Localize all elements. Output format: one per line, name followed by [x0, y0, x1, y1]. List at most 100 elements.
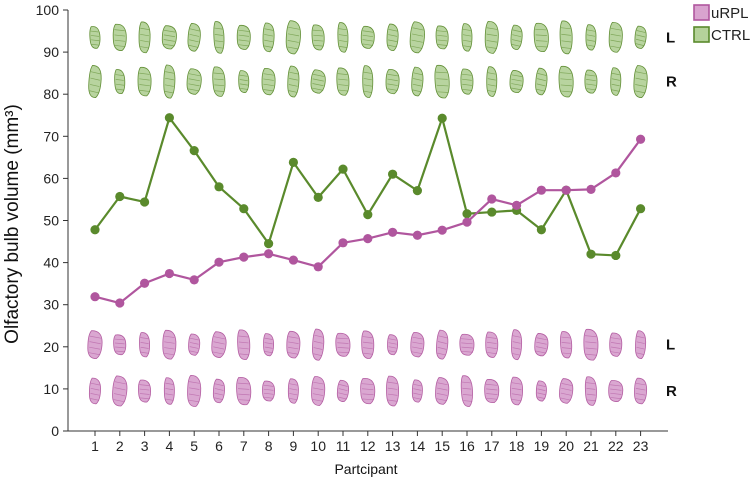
bulb-contour: [437, 346, 447, 350]
bulb-shape: [409, 21, 425, 54]
bulb-contour: [312, 399, 324, 402]
bulb-contour: [188, 393, 200, 397]
bulb-shape: [310, 69, 326, 94]
bulb-contour: [287, 33, 300, 37]
bulb-contour: [436, 398, 447, 402]
bulb-contour: [487, 84, 496, 87]
bulb-contour: [461, 73, 472, 76]
bulb-shape: [362, 65, 374, 98]
x-tick-label: 17: [484, 438, 500, 454]
bulb-shape: [534, 333, 549, 357]
bulb-contour: [139, 388, 150, 391]
bulb-contour: [288, 84, 298, 87]
bulb-contour: [189, 337, 199, 341]
y-tick-label: 90: [43, 44, 59, 60]
bulb-contour: [263, 89, 274, 92]
bulb-row-label-r: R: [666, 74, 677, 91]
ctrl-bulb-r: [610, 67, 622, 96]
bulb-contour: [238, 39, 250, 42]
urpl-point: [140, 278, 150, 288]
bulb-contour: [188, 78, 200, 82]
x-tick-label: 16: [459, 438, 475, 454]
bulb-contour: [586, 83, 596, 86]
bulb-contour: [88, 352, 101, 356]
bulb-contour: [636, 335, 645, 339]
urpl-line: [94, 138, 642, 305]
bulb-contour: [486, 397, 498, 400]
ctrl-point: [412, 186, 422, 196]
bulb-contour: [411, 45, 423, 49]
urpl-bulb-l: [511, 329, 523, 361]
ctrl-bulb-l: [510, 24, 523, 50]
bulb-contour: [263, 388, 274, 391]
x-tick-label: 22: [608, 438, 624, 454]
bulb-shape: [87, 330, 103, 360]
ctrl-bulb-l: [187, 23, 201, 52]
ctrl-bulb-r: [238, 70, 250, 93]
bulb-contour: [486, 393, 498, 395]
bulb-contour: [536, 83, 546, 87]
bulb-contour: [339, 40, 348, 43]
bulb-shape: [311, 24, 325, 51]
bulb-contour: [536, 346, 547, 350]
bulb-contour: [388, 39, 397, 42]
bulb-contour: [238, 34, 250, 37]
bulb-contour: [188, 399, 200, 403]
urpl-bulb-l: [387, 334, 399, 356]
bulb-contour: [413, 392, 422, 396]
bulb-contour: [361, 383, 374, 385]
bulb-contour: [139, 393, 150, 395]
bulb-contour: [188, 73, 201, 77]
side-labels: L R L R: [666, 29, 677, 400]
urpl-point: [437, 225, 447, 235]
bulb-contour: [263, 45, 273, 48]
bulb-shape: [335, 332, 351, 357]
bulb-shape: [435, 377, 450, 405]
bulb-contour: [512, 34, 522, 38]
ctrl-point: [239, 204, 249, 214]
bulb-contour: [537, 396, 546, 399]
ctrl-bulb-l: [213, 21, 225, 54]
bulb-contour: [635, 77, 646, 81]
bulb-contour: [487, 90, 496, 93]
bulb-contour: [611, 72, 620, 76]
bulb-contour: [215, 40, 224, 43]
bulb-contour: [636, 346, 645, 350]
bulb-contour: [288, 336, 299, 339]
bulb-contour: [289, 71, 299, 75]
bulb-contour: [140, 351, 149, 354]
bulb-shape: [635, 330, 647, 359]
urpl-point: [611, 168, 621, 178]
bulb-contour: [635, 71, 647, 75]
bulb-contour: [610, 392, 622, 395]
x-tick-label: 13: [385, 438, 401, 454]
bulb-contour: [312, 87, 324, 91]
bulb-contour: [462, 34, 472, 37]
bulb-contour: [288, 26, 300, 30]
ctrl-point: [437, 113, 447, 123]
bulb-contour: [635, 38, 645, 42]
bulb-contour: [90, 71, 101, 75]
x-tick-label: 1: [91, 438, 99, 454]
bulb-contour: [585, 335, 597, 338]
y-tick-label: 20: [43, 339, 59, 355]
bulb-contour: [462, 83, 472, 86]
bulb-contour: [610, 397, 622, 400]
bulb-contour: [512, 341, 521, 344]
x-tick-label: 21: [583, 438, 599, 454]
bulb-contour: [264, 337, 273, 340]
ctrl-bulb-r: [460, 68, 474, 95]
bulb-contour: [437, 34, 447, 37]
urpl-bulb-l: [635, 330, 647, 359]
y-tick-label: 30: [43, 297, 59, 313]
urpl-bulb-l: [237, 329, 251, 360]
bulb-row-label-l: L: [666, 29, 675, 46]
bulb-contour: [214, 392, 224, 396]
bulb-contour: [436, 84, 449, 87]
bulb-shape: [509, 70, 524, 94]
bulb-contour: [165, 382, 174, 385]
x-tick-label: 8: [265, 438, 273, 454]
bulb-shape: [436, 329, 449, 360]
bulb-contour: [189, 33, 200, 37]
bulb-contour: [288, 90, 298, 93]
